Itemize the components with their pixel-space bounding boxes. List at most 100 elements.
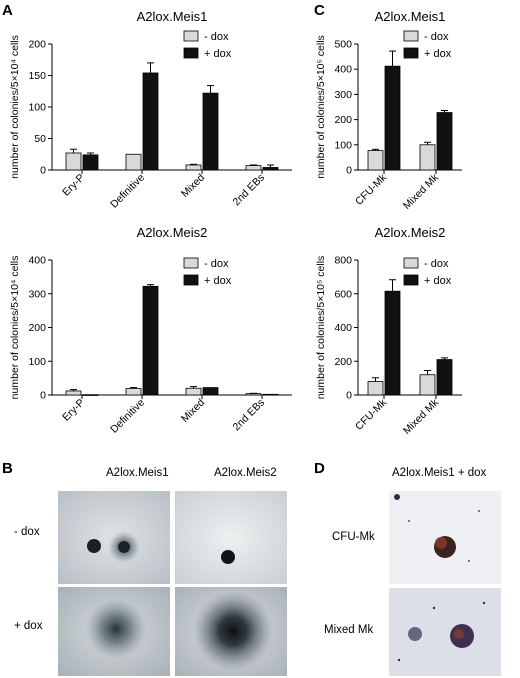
legend-label: - dox — [204, 31, 229, 43]
x-tick-label: Ery-P — [60, 397, 87, 424]
photo-d-title: A2lox.Meis1 + dox — [392, 467, 487, 479]
y-tick-label: 150 — [28, 70, 46, 82]
x-tick-label: Mixed — [179, 397, 207, 425]
chart-title: A2lox.Meis1 — [375, 9, 446, 24]
photo-b-row1-label: - dox — [14, 526, 40, 538]
x-tick-label: Ery-P — [60, 172, 87, 199]
y-tick-label: 400 — [334, 64, 352, 76]
panel-letter-d: D — [314, 460, 325, 477]
photo-d-row1-label: CFU-Mk — [332, 531, 375, 543]
panel-letter-a: A — [2, 2, 13, 19]
y-tick-label: 0 — [40, 390, 46, 402]
x-tick-label: 2nd EBs — [231, 172, 268, 209]
y-tick-label: 0 — [346, 390, 352, 402]
y-tick-label: 0 — [40, 165, 46, 177]
legend-label: - dox — [424, 31, 449, 43]
y-tick-label: 50 — [34, 133, 46, 145]
y-tick-label: 400 — [334, 322, 352, 334]
bar-minus-dox — [245, 393, 262, 396]
bar-minus-dox — [367, 150, 384, 171]
chart-c-meis2: A2lox.Meis2 number of colonies/5×10⁵ cell… — [315, 225, 462, 437]
bar-plus-dox — [436, 112, 453, 171]
y-tick-label: 0 — [346, 165, 352, 177]
photo-d-row2-label: Mixed Mk — [324, 624, 374, 636]
bar-plus-dox — [436, 359, 453, 396]
y-axis-label: number of colonies/5×10⁵ cells — [315, 256, 327, 400]
y-tick-label: 600 — [334, 288, 352, 300]
y-tick-label: 200 — [28, 322, 46, 334]
legend-label: + dox — [204, 48, 232, 60]
legend-swatch — [403, 257, 419, 269]
bar-plus-dox — [82, 394, 99, 396]
y-tick-label: 100 — [334, 139, 352, 151]
bar-plus-dox — [142, 72, 159, 171]
bar-plus-dox — [262, 393, 279, 396]
bar-minus-dox — [185, 387, 202, 396]
y-tick-label: 200 — [334, 114, 352, 126]
bar-plus-dox — [384, 290, 401, 396]
y-tick-label: 200 — [334, 356, 352, 368]
micrograph-meis1-minus-dox — [58, 491, 170, 584]
bar-plus-dox — [202, 387, 219, 396]
bar-plus-dox — [262, 167, 279, 171]
x-tick-label: CFU-Mk — [353, 171, 390, 208]
panel-letter-b: B — [2, 460, 13, 477]
x-tick-label: CFU-Mk — [353, 396, 390, 433]
legend-label: + dox — [424, 275, 452, 287]
chart-title: A2lox.Meis2 — [375, 225, 446, 240]
legend-label: + dox — [204, 275, 232, 287]
y-tick-label: 100 — [28, 356, 46, 368]
legend-label: - dox — [424, 258, 449, 270]
x-tick-label: Mixed Mk — [401, 171, 442, 212]
bar-minus-dox — [65, 390, 82, 396]
y-tick-label: 500 — [334, 39, 352, 51]
bar-minus-dox — [125, 388, 142, 396]
micrograph-d-cfu-mk — [389, 491, 501, 584]
chart-a-meis1: A2lox.Meis1 number of colonies/5×10⁴ cell… — [9, 9, 292, 211]
legend-swatch — [183, 257, 199, 269]
legend-swatch — [403, 30, 419, 42]
bar-plus-dox — [142, 285, 159, 396]
x-tick-label: Definitive — [108, 397, 147, 436]
bar-minus-dox — [419, 144, 436, 171]
y-axis-label: number of colonies/5×10⁵ cells — [315, 35, 327, 179]
bar-minus-dox — [185, 164, 202, 171]
chart-c-meis1: A2lox.Meis1 number of colonies/5×10⁵ cell… — [315, 9, 462, 212]
photo-b-row2-label: + dox — [14, 620, 43, 632]
y-tick-label: 300 — [28, 288, 46, 300]
bar-minus-dox — [125, 153, 142, 171]
photo-b-col2-label: A2lox.Meis2 — [214, 467, 277, 479]
x-tick-label: Mixed — [179, 172, 207, 200]
x-tick-label: Definitive — [108, 172, 147, 211]
y-axis-label: number of colonies/5×10⁴ cells — [9, 256, 21, 400]
y-tick-label: 200 — [28, 39, 46, 51]
legend-label: + dox — [424, 48, 452, 60]
photo-b-col1-label: A2lox.Meis1 — [106, 467, 169, 479]
y-axis-label: number of colonies/5×10⁴ cells — [9, 35, 21, 179]
chart-title: A2lox.Meis2 — [137, 225, 208, 240]
bar-minus-dox — [367, 381, 384, 396]
micrograph-meis2-plus-dox — [175, 587, 287, 676]
bar-plus-dox — [202, 92, 219, 171]
y-tick-label: 800 — [334, 255, 352, 267]
x-tick-label: Mixed Mk — [401, 396, 442, 437]
y-tick-label: 100 — [28, 102, 46, 114]
legend-swatch — [183, 47, 199, 59]
bar-minus-dox — [65, 152, 82, 171]
legend-swatch — [183, 30, 199, 42]
panel-letter-c: C — [314, 2, 325, 19]
micrograph-meis1-plus-dox — [58, 587, 170, 676]
bar-minus-dox — [419, 374, 436, 396]
y-tick-label: 300 — [334, 89, 352, 101]
legend-label: - dox — [204, 258, 229, 270]
x-tick-label: 2nd EBs — [231, 397, 268, 434]
bar-plus-dox — [82, 154, 99, 171]
micrograph-d-mixed-mk — [389, 588, 501, 676]
legend-swatch — [403, 274, 419, 286]
bar-minus-dox — [245, 165, 262, 171]
legend-swatch — [183, 274, 199, 286]
chart-a-meis2: A2lox.Meis2 number of colonies/5×10⁴ cell… — [9, 225, 292, 436]
legend-swatch — [403, 47, 419, 59]
y-tick-label: 400 — [28, 255, 46, 267]
chart-title: A2lox.Meis1 — [137, 9, 208, 24]
